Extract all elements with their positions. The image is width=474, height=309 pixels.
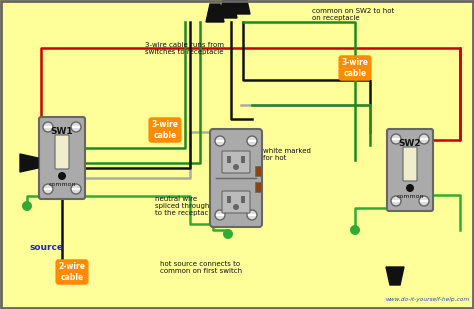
Polygon shape (206, 4, 224, 22)
Bar (227, 156, 231, 163)
Text: 3-wire cable runs from
switches to receptacle: 3-wire cable runs from switches to recep… (145, 42, 224, 55)
Text: SW1: SW1 (51, 128, 73, 137)
Text: common on SW2 to hot
on receptacle: common on SW2 to hot on receptacle (312, 8, 394, 21)
Circle shape (419, 196, 429, 206)
FancyBboxPatch shape (387, 129, 433, 211)
Circle shape (391, 134, 401, 144)
Text: neutral wire
spliced through
to the receptacle: neutral wire spliced through to the rece… (155, 196, 215, 216)
Circle shape (350, 225, 360, 235)
Circle shape (233, 204, 239, 210)
Text: white marked
for hot: white marked for hot (263, 148, 311, 161)
Bar (241, 156, 245, 163)
Circle shape (247, 210, 257, 220)
Circle shape (391, 196, 401, 206)
FancyBboxPatch shape (222, 151, 250, 173)
Text: common: common (48, 183, 76, 188)
Polygon shape (386, 267, 404, 285)
Text: hot source connects to
common on first switch: hot source connects to common on first s… (160, 261, 242, 274)
Circle shape (419, 134, 429, 144)
FancyBboxPatch shape (210, 129, 262, 227)
Bar (241, 196, 245, 203)
Circle shape (22, 201, 32, 211)
FancyBboxPatch shape (222, 191, 250, 213)
Text: 2-wire
cable: 2-wire cable (58, 262, 85, 282)
Circle shape (215, 210, 225, 220)
Text: source: source (30, 243, 64, 252)
Text: SW2: SW2 (399, 139, 421, 149)
FancyBboxPatch shape (39, 117, 85, 199)
Text: www.do-it-yourself-help.com: www.do-it-yourself-help.com (386, 297, 470, 302)
FancyBboxPatch shape (403, 147, 417, 181)
Bar (227, 196, 231, 203)
Text: common: common (396, 194, 424, 200)
Circle shape (215, 136, 225, 146)
Polygon shape (232, 0, 250, 14)
Circle shape (43, 122, 53, 132)
Polygon shape (219, 0, 237, 18)
Circle shape (247, 136, 257, 146)
Circle shape (233, 164, 239, 170)
Circle shape (223, 229, 233, 239)
Polygon shape (20, 154, 38, 172)
Bar (255, 182, 261, 192)
Circle shape (71, 184, 81, 194)
Circle shape (71, 122, 81, 132)
Circle shape (406, 184, 414, 192)
Polygon shape (58, 261, 76, 279)
Text: 3-wire
cable: 3-wire cable (341, 58, 368, 78)
Circle shape (58, 172, 66, 180)
Text: 3-wire
cable: 3-wire cable (152, 120, 179, 140)
FancyBboxPatch shape (55, 135, 69, 169)
Circle shape (43, 184, 53, 194)
Bar (255, 166, 261, 176)
